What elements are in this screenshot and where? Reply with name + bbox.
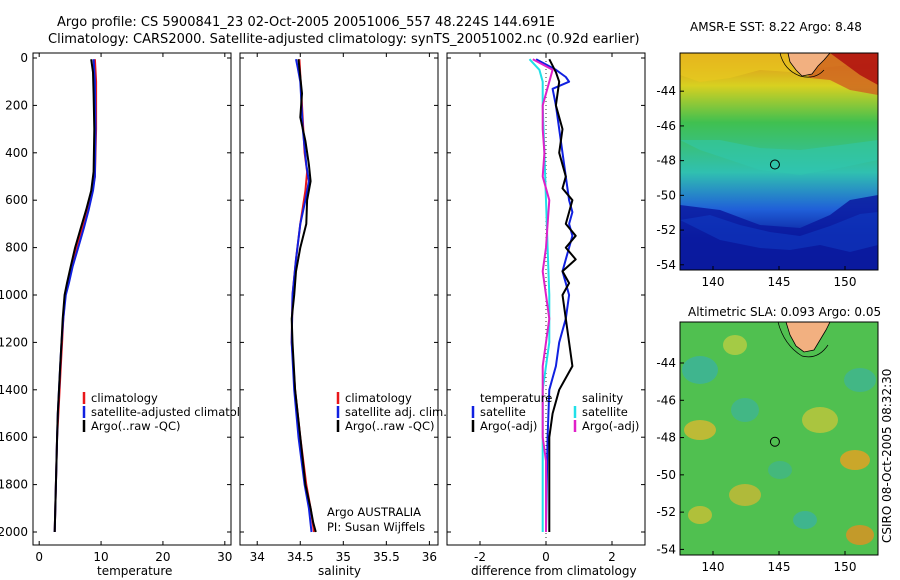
salinity-series [290, 58, 317, 533]
x-tick-label: -2 [474, 550, 486, 564]
salinity-legend: climatology satellite adj. clim. Argo(..… [336, 391, 447, 433]
series-line-temperature-satellite [535, 58, 574, 533]
salinity-axes-frame [239, 52, 439, 546]
temperature-xlabel: temperature [97, 564, 172, 578]
sla-lon-ticks: 140 145 150 [702, 551, 857, 574]
figure-title-line2: Climatology: CARS2000. Satellite-adjuste… [48, 32, 640, 47]
x-tick-label: 30 [217, 550, 232, 564]
lat-tick-label: -50 [656, 468, 676, 482]
lat-tick-label: -48 [656, 431, 676, 445]
sla-lat-ticks: -44 -46 -48 -50 -52 -54 [656, 356, 684, 556]
legend-title-salinity: salinity [582, 391, 623, 405]
lat-tick-label: -52 [656, 223, 676, 237]
difference-series [528, 58, 577, 533]
difference-legend: temperature satellite Argo(-adj) salinit… [471, 391, 639, 433]
legend-label-temp-satellite: satellite [480, 405, 526, 419]
lat-tick-label: -52 [656, 505, 676, 519]
temperature-series [53, 59, 98, 533]
tasmania-land [785, 322, 831, 353]
lat-tick-label: -44 [656, 356, 676, 370]
lat-tick-label: -44 [656, 84, 676, 98]
x-tick-label: 34.5 [287, 550, 314, 564]
salinity-panel: 34 34.5 35 35.5 36 salinity climatology sate… [239, 52, 447, 578]
salinity-xlabel: salinity [318, 564, 361, 578]
difference-x-axis: -2 0 2 [474, 53, 616, 564]
sla-map-image [680, 322, 878, 555]
difference-depth-ticks [447, 57, 645, 533]
sst-map-image [680, 53, 878, 270]
x-tick-label: 35.5 [373, 550, 400, 564]
y-tick-label: 600 [5, 193, 28, 207]
y-tick-label: 1600 [0, 430, 28, 444]
y-tick-label: 1200 [0, 335, 28, 349]
legend-label-satellite-adjusted: satellite-adjusted climatology [91, 405, 261, 419]
sst-map-title: AMSR-E SST: 8.22 Argo: 8.48 [690, 20, 862, 34]
tasmania-land [787, 53, 831, 77]
sla-map-title: Altimetric SLA: 0.093 Argo: 0.05 [688, 305, 881, 319]
x-tick-label: 0 [35, 550, 43, 564]
x-tick-label: 35 [336, 550, 351, 564]
y-tick-label: 400 [5, 146, 28, 160]
sla-map-panel: Altimetric SLA: 0.093 Argo: 0.05 -44-46-… [656, 305, 881, 574]
legend-label-temp-argo: Argo(-adj) [480, 419, 537, 433]
legend-title-temperature: temperature [480, 391, 552, 405]
argo-float-marker [769, 436, 780, 447]
lon-tick-label: 150 [834, 560, 857, 574]
sst-lon-ticks: 140 145 150 [702, 266, 857, 289]
series-line-temperature-argo-adj- [548, 58, 577, 532]
lon-tick-label: 150 [834, 275, 857, 289]
salinity-depth-ticks [240, 57, 438, 533]
series-line-argo-raw-qc- [53, 59, 96, 533]
x-tick-label: 34 [250, 550, 265, 564]
x-tick-label: 36 [422, 550, 437, 564]
lat-tick-label: -48 [656, 154, 676, 168]
lon-tick-label: 145 [768, 560, 791, 574]
legend-label-climatology: climatology [91, 391, 158, 405]
y-tick-label: 800 [5, 241, 28, 255]
legend-label-argo: Argo(..raw -QC) [91, 419, 181, 433]
legend-label-satellite-adj: satellite adj. clim. [345, 405, 447, 419]
legend-label-sal-satellite: satellite [582, 405, 628, 419]
x-tick-label: 2 [608, 550, 616, 564]
lat-tick-label: -46 [656, 119, 676, 133]
salinity-x-axis: 34 34.5 35 35.5 36 [250, 53, 437, 564]
y-tick-label: 0 [20, 51, 28, 65]
pi-label: PI: Susan Wijffels [327, 520, 425, 534]
sst-lat-ticks: -44 -46 -48 -50 -52 -54 [656, 84, 684, 272]
temperature-x-axis: 0 10 20 30 [35, 53, 232, 564]
lat-tick-label: -46 [656, 393, 676, 407]
credit-text: CSIRO 08-Oct-2005 08:32:30 [880, 369, 894, 543]
argo-float-marker [769, 159, 780, 170]
lon-tick-label: 140 [702, 560, 725, 574]
lat-tick-label: -54 [656, 258, 676, 272]
legend-label-sal-argo: Argo(-adj) [582, 419, 639, 433]
argo-program-label: Argo AUSTRALIA [327, 505, 421, 519]
lon-tick-label: 140 [702, 275, 725, 289]
y-tick-label: 1800 [0, 478, 28, 492]
depth-axis: 0 200 400 600 800 1000 1200 1400 1600 1800 2000 [0, 51, 231, 539]
difference-panel: -2 0 2 difference from climatology tempera… [446, 52, 646, 578]
y-tick-label: 1000 [0, 288, 28, 302]
lat-tick-label: -54 [656, 542, 676, 556]
legend-label-argo: Argo(..raw -QC) [345, 419, 435, 433]
lat-tick-label: -50 [656, 188, 676, 202]
legend-label-climatology: climatology [345, 391, 412, 405]
temperature-panel: 0 200 400 600 800 1000 1200 1400 1600 1800 2000 0 1… [0, 51, 261, 578]
temperature-axes-frame [32, 52, 232, 546]
x-tick-label: 20 [155, 550, 170, 564]
y-tick-label: 1400 [0, 383, 28, 397]
lon-tick-label: 145 [768, 275, 791, 289]
y-tick-label: 2000 [0, 525, 28, 539]
x-tick-label: 0 [542, 550, 550, 564]
series-line-salinity-argo-adj- [532, 58, 554, 532]
x-tick-label: 10 [93, 550, 108, 564]
y-tick-label: 200 [5, 98, 28, 112]
difference-xlabel: difference from climatology [471, 564, 637, 578]
series-line-argo-raw-qc- [290, 59, 317, 533]
temperature-legend: climatology satellite-adjusted climatolo… [82, 391, 261, 433]
sst-map-panel: AMSR-E SST: 8.22 Argo: 8.48 -44 -46 -48 -50… [656, 20, 879, 289]
figure-title-line1: Argo profile: CS 5900841_23 02-Oct-2005 … [57, 15, 555, 30]
